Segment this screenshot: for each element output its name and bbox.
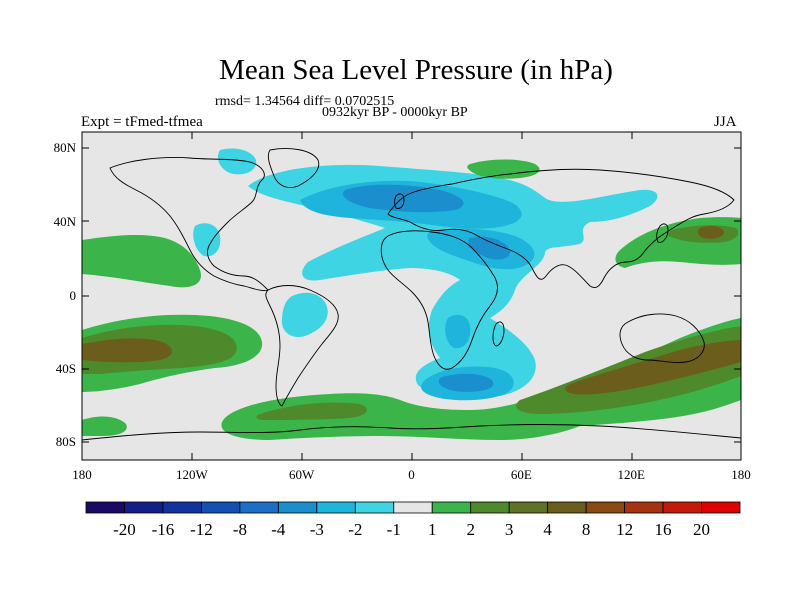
pos-anomaly-southatlantic-mid	[256, 402, 367, 420]
colorbar-swatch-7	[354, 501, 395, 514]
colorbar-label-14: 16	[655, 520, 672, 539]
lon-tick-2: 60W	[289, 467, 315, 482]
lat-tick-1: 40N	[54, 214, 77, 229]
colorbar-swatch-3	[201, 501, 241, 514]
tick-marks	[81, 132, 742, 460]
colorbar	[85, 501, 741, 514]
coast-antarctica	[82, 424, 741, 441]
colorbar-swatch-15	[662, 501, 702, 514]
experiment-label: Expt = tFmed-tfmea	[81, 114, 203, 130]
coast-greenland	[267, 148, 320, 188]
neg-anomaly-core-europe	[342, 184, 464, 213]
colorbar-label-0: -20	[113, 520, 136, 539]
colorbar-swatch-13	[585, 501, 625, 514]
colorbar-label-12: 8	[582, 520, 591, 539]
neg-anomaly-northatlantic	[248, 164, 658, 398]
colorbar-label-6: -2	[348, 520, 362, 539]
colorbar-label-9: 2	[466, 520, 475, 539]
lon-tick-4: 60E	[511, 467, 532, 482]
colorbar-swatch-14	[624, 501, 664, 514]
lon-tick-6: 180	[731, 467, 751, 482]
colorbar-label-5: -3	[310, 520, 324, 539]
lon-tick-5: 120E	[617, 467, 645, 482]
neg-anomaly-core-south	[438, 373, 494, 392]
lon-tick-0: 180	[72, 467, 92, 482]
colorbar-swatch-10	[470, 501, 510, 514]
colorbar-swatch-2	[162, 501, 202, 514]
chart-title: Mean Sea Level Pressure (in hPa)	[219, 54, 613, 86]
colorbar-label-10: 3	[505, 520, 514, 539]
period-text: 0932kyr BP - 0000kyr BP	[322, 105, 468, 120]
coast-south-america	[265, 285, 339, 407]
lat-tick-0: 80N	[54, 140, 77, 155]
coast-japan	[656, 223, 669, 243]
colorbar-swatch-16	[701, 501, 741, 514]
colorbar-swatch-8	[393, 501, 433, 514]
pos-anomaly-southindian-core	[565, 340, 741, 395]
season-label: JJA	[714, 114, 737, 130]
colorbar-swatch-9	[431, 501, 472, 514]
coast-north-america	[109, 157, 269, 291]
colorbar-label-4: -4	[271, 520, 286, 539]
colorbar-labels: -20 -16 -12 -8 -4 -3 -2 -1 1 2 3 4 8 12 16 20	[113, 520, 710, 539]
lon-tick-1: 120W	[176, 467, 209, 482]
colorbar-swatch-1	[124, 501, 164, 514]
coast-australia	[619, 313, 705, 363]
colorbar-label-7: -1	[387, 520, 401, 539]
neg-anomaly-africa	[445, 314, 471, 349]
pos-anomaly-eastpacific	[82, 234, 201, 288]
colorbar-label-2: -12	[190, 520, 213, 539]
coast-africa	[380, 230, 498, 370]
contour-fields	[82, 148, 741, 440]
latitude-labels: 80N 40N 0 40S 80S	[54, 140, 77, 449]
colorbar-label-1: -16	[152, 520, 175, 539]
colorbar-swatch-6	[316, 501, 356, 514]
coast-uk	[394, 193, 405, 209]
lat-tick-3: 40S	[56, 361, 76, 376]
coast-madagascar	[492, 321, 505, 347]
pos-anomaly-arctic	[467, 159, 540, 179]
colorbar-label-3: -8	[233, 520, 247, 539]
neg-anomaly-southamerica	[281, 292, 328, 338]
colorbar-label-13: 12	[616, 520, 633, 539]
neg-anomaly-greenland	[217, 148, 257, 175]
coast-europe-asia	[387, 168, 735, 289]
colorbar-swatch-11	[508, 501, 549, 514]
pos-anomaly-westpacific-core	[697, 225, 724, 239]
lon-tick-3: 0	[408, 467, 415, 482]
pos-anomaly-bering	[82, 416, 127, 436]
longitude-labels: 180 120W 60W 0 60E 120E 180	[72, 467, 751, 482]
colorbar-label-15: 20	[693, 520, 710, 539]
lat-tick-2: 0	[70, 288, 77, 303]
neg-anomaly-centralamerica	[193, 223, 221, 257]
neg-anomaly-core-mideast	[468, 236, 511, 260]
colorbar-swatch-4	[239, 501, 279, 514]
pos-anomaly-southpacific-core	[82, 338, 172, 363]
stats-text: rmsd= 1.34564 diff= 0.0702515	[215, 94, 395, 109]
colorbar-swatch-0	[85, 501, 125, 514]
colorbar-swatch-12	[547, 501, 587, 514]
colorbar-label-8: 1	[428, 520, 437, 539]
lat-tick-4: 80S	[56, 434, 76, 449]
colorbar-label-11: 4	[543, 520, 552, 539]
coastlines	[82, 148, 741, 441]
colorbar-swatch-5	[277, 501, 318, 514]
